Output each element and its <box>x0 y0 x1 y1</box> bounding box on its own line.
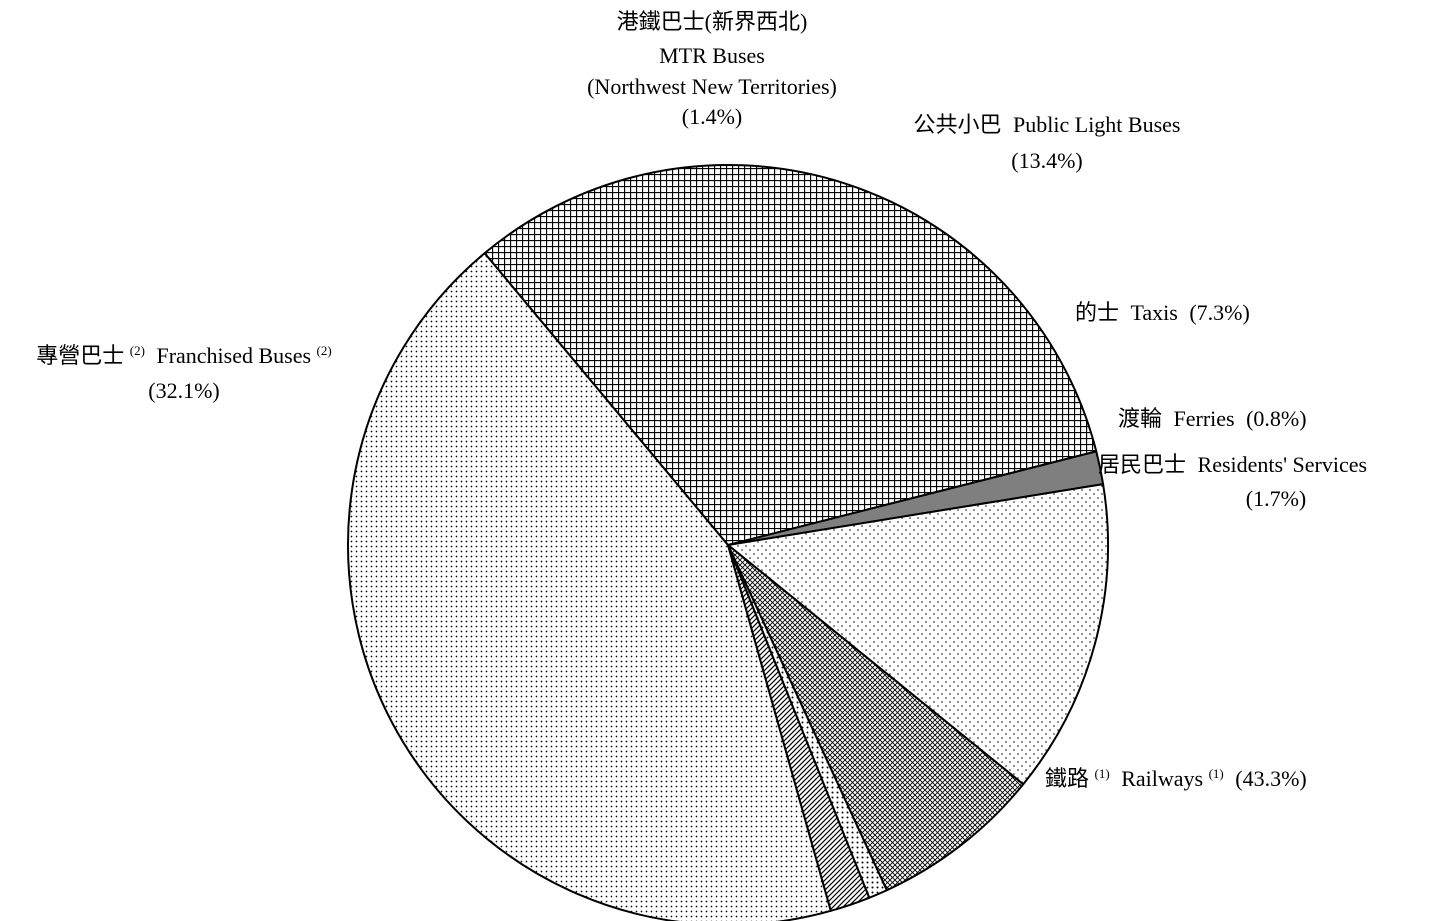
slice-label-franchised-buses: 專營巴士 (2) Franchised Buses (2) <box>36 335 331 368</box>
slice-label-ferries-zh: 渡輪 <box>1118 406 1162 431</box>
slice-label-mtr-buses-en-line2: (Northwest New Territories) <box>587 74 837 99</box>
slice-label-ferries: 渡輪 Ferries (0.8%) <box>1118 406 1307 431</box>
slice-label-residents-en: Residents' Services <box>1198 452 1368 477</box>
pie-slice-taxis <box>727 544 1025 892</box>
slice-label-franchised-zh: 專營巴士 <box>36 343 124 368</box>
slice-label-plb-en: Public Light Buses <box>1013 112 1180 137</box>
slice-percent-franchised-buses: (32.1%) <box>148 378 219 403</box>
slice-percent-railways: (43.3%) <box>1235 766 1306 791</box>
pie-slices <box>347 164 1109 921</box>
slice-percent-public-light-buses: (13.4%) <box>1011 148 1082 173</box>
slice-percent-residents-services: (1.7%) <box>1246 486 1306 511</box>
pie-slice-franchised <box>483 164 1098 546</box>
slice-label-taxis-zh: 的士 <box>1075 300 1119 325</box>
slice-label-railways-en: Railways <box>1121 766 1203 791</box>
slice-label-franchised-en: Franchised Buses <box>156 343 311 368</box>
slice-label-mtr-buses-en: MTR Buses <box>659 43 765 68</box>
slice-label-franchised-zh-sup: (2) <box>130 343 145 358</box>
slice-label-railways-zh-sup: (1) <box>1095 766 1110 781</box>
slice-percent-ferries: (0.8%) <box>1246 406 1306 431</box>
slice-label-mtr-buses-zh: 港鐵巴士(新界西北) <box>617 9 808 34</box>
slice-label-plb-zh: 公共小巴 <box>914 112 1002 137</box>
pie-labels: 港鐵巴士(新界西北) MTR Buses (Northwest New Terr… <box>36 9 1367 791</box>
slice-label-taxis: 的士 Taxis (7.3%) <box>1075 300 1250 325</box>
slice-percent-mtr-buses: (1.4%) <box>682 104 742 129</box>
pie-slice-residents <box>727 544 871 912</box>
slice-label-taxis-en: Taxis <box>1131 300 1178 325</box>
slice-label-railways-zh: 鐵路 <box>1045 766 1089 791</box>
slice-label-public-light-buses: 公共小巴 Public Light Buses <box>914 112 1181 137</box>
slice-label-residents-services: 居民巴士 Residents' Services <box>1098 452 1367 477</box>
slice-label-ferries-en: Ferries <box>1174 406 1235 431</box>
slice-label-residents-zh: 居民巴士 <box>1098 452 1186 477</box>
slice-label-railways: 鐵路 (1) Railways (1) (43.3%) <box>1045 758 1307 791</box>
slice-percent-taxis: (7.3%) <box>1189 300 1249 325</box>
slice-label-franchised-en-sup: (2) <box>317 343 332 358</box>
slice-label-railways-en-sup: (1) <box>1209 766 1224 781</box>
pie-slice-plb <box>727 483 1109 786</box>
pie-slice-railways <box>347 252 832 921</box>
